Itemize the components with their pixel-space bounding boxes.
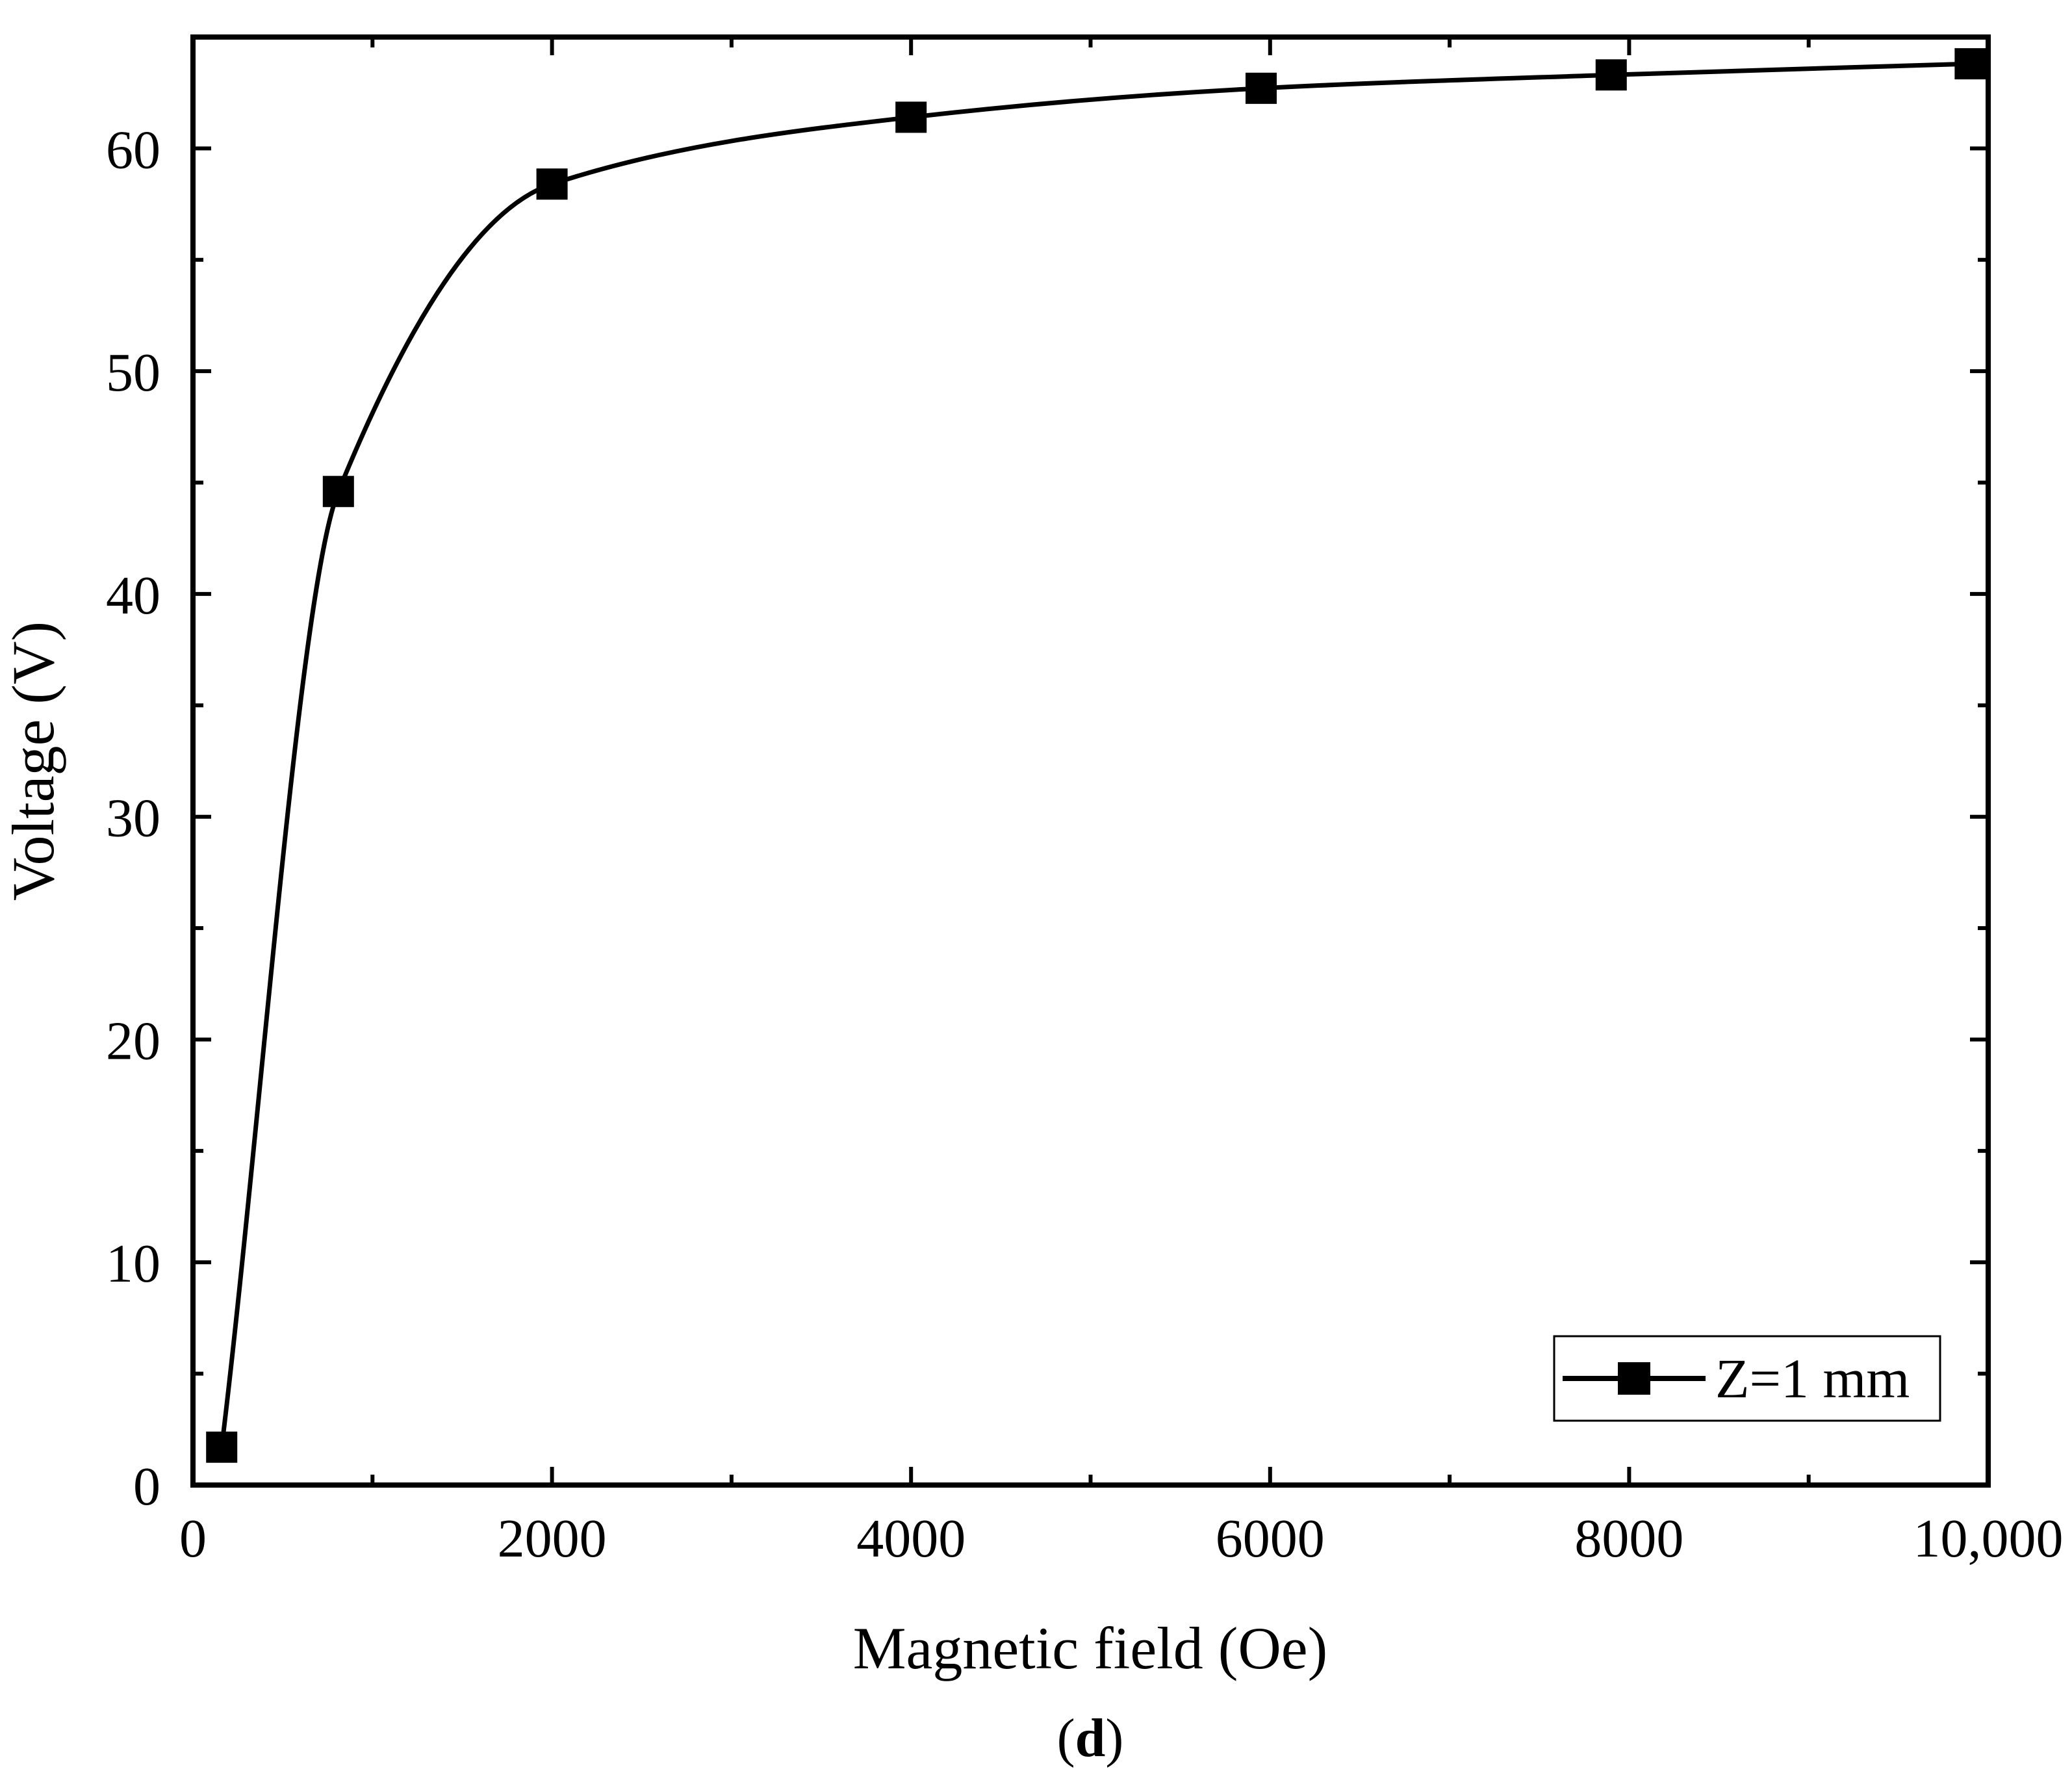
y-tick-label: 10 xyxy=(106,1234,160,1294)
series-line xyxy=(219,61,1973,1450)
x-tick-label: 8000 xyxy=(1574,1508,1683,1569)
x-axis-title: Magnetic field (Oe) xyxy=(853,1615,1328,1681)
data-point xyxy=(895,101,927,133)
x-tick-label: 10,000 xyxy=(1913,1508,2064,1569)
y-tick-label: 60 xyxy=(106,120,160,180)
x-tick-label: 2000 xyxy=(498,1508,607,1569)
panel-label-letter: d xyxy=(1075,1708,1106,1768)
y-tick-label: 40 xyxy=(106,565,160,626)
y-tick-label: 20 xyxy=(106,1011,160,1071)
panel-label: (d) xyxy=(1057,1708,1124,1768)
x-tick-label: 6000 xyxy=(1216,1508,1325,1569)
y-axis-title: Voltage (V) xyxy=(0,621,66,901)
data-point xyxy=(536,168,568,200)
y-tick-label: 50 xyxy=(106,343,160,403)
data-point xyxy=(1245,72,1277,104)
data-point xyxy=(1595,59,1627,91)
legend-marker xyxy=(1618,1362,1650,1395)
data-point xyxy=(322,476,354,508)
x-tick-label: 4000 xyxy=(856,1508,966,1569)
series-layer xyxy=(206,48,1986,1463)
x-tick-label: 0 xyxy=(179,1508,207,1569)
legend: Z=1 mm xyxy=(1553,1335,1941,1422)
data-point xyxy=(1954,48,1986,80)
data-point xyxy=(206,1431,238,1463)
plot-frame xyxy=(190,34,1991,1488)
panel-label-open-paren: ( xyxy=(1057,1708,1075,1768)
y-tick-label: 0 xyxy=(133,1456,160,1517)
y-tick-label: 30 xyxy=(106,788,160,849)
legend-label: Z=1 mm xyxy=(1715,1347,1910,1410)
tick-labels-layer: 0 2000 4000 6000 8000 10,000 0 10 20 30 40 50 60 xyxy=(106,120,2064,1569)
panel-label-close-paren: ) xyxy=(1105,1708,1123,1768)
